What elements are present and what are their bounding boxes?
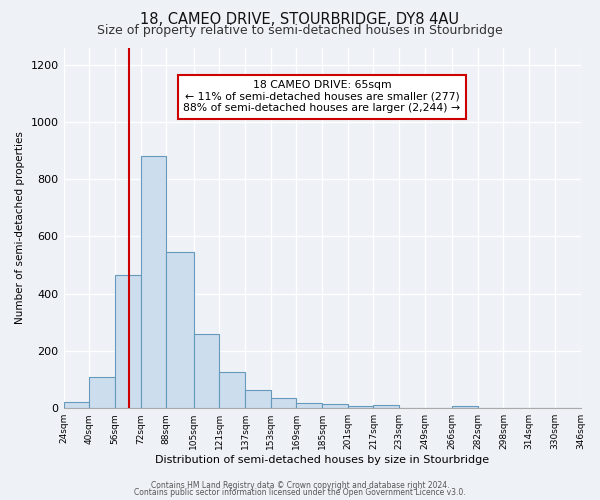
Text: Size of property relative to semi-detached houses in Stourbridge: Size of property relative to semi-detach… bbox=[97, 24, 503, 37]
Bar bbox=[115, 275, 140, 408]
Text: 18, CAMEO DRIVE, STOURBRIDGE, DY8 4AU: 18, CAMEO DRIVE, STOURBRIDGE, DY8 4AU bbox=[140, 12, 460, 28]
Bar bbox=[271, 398, 296, 408]
Bar bbox=[373, 405, 399, 408]
Bar bbox=[245, 390, 271, 408]
Text: Contains public sector information licensed under the Open Government Licence v3: Contains public sector information licen… bbox=[134, 488, 466, 497]
X-axis label: Distribution of semi-detached houses by size in Stourbridge: Distribution of semi-detached houses by … bbox=[155, 455, 489, 465]
Bar bbox=[322, 404, 348, 408]
Text: Contains HM Land Registry data © Crown copyright and database right 2024.: Contains HM Land Registry data © Crown c… bbox=[151, 480, 449, 490]
Bar bbox=[64, 402, 89, 408]
Bar bbox=[166, 252, 194, 408]
Bar bbox=[452, 406, 478, 408]
Bar bbox=[219, 372, 245, 408]
Text: 18 CAMEO DRIVE: 65sqm
← 11% of semi-detached houses are smaller (277)
88% of sem: 18 CAMEO DRIVE: 65sqm ← 11% of semi-deta… bbox=[184, 80, 461, 113]
Bar bbox=[348, 406, 373, 408]
Y-axis label: Number of semi-detached properties: Number of semi-detached properties bbox=[15, 132, 25, 324]
Bar bbox=[296, 403, 322, 408]
Bar bbox=[194, 334, 219, 408]
Bar bbox=[140, 156, 166, 408]
Bar bbox=[89, 376, 115, 408]
